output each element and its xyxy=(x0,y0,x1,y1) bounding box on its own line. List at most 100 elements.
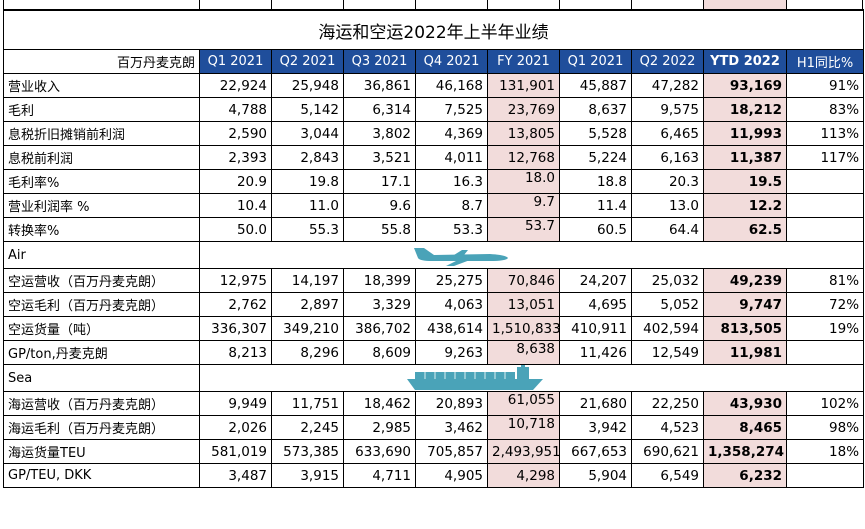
table-cell: 3,329 xyxy=(343,292,416,317)
row-label: GP/ton,丹麦克朗 xyxy=(3,340,200,365)
table-cell: 46,168 xyxy=(415,73,488,98)
table-row: 海运毛利（百万丹麦克朗） 2,026 2,245 2,985 3,462 10,718 3,… xyxy=(3,415,865,440)
table-cell: 81% xyxy=(785,268,865,293)
table-cell: 438,614 xyxy=(415,316,488,341)
title-row: 海运和空运2022年上半年业绩 xyxy=(2,9,865,50)
table-cell: 4,369 xyxy=(415,121,488,146)
table-row: GP/TEU, DKK 3,487 3,915 4,711 4,905 4,298 5,90… xyxy=(3,463,865,488)
table-cell: 19% xyxy=(785,316,865,341)
table-cell: 22,250 xyxy=(631,391,704,416)
table-cell: 25,948 xyxy=(271,73,344,98)
table-cell: 24,207 xyxy=(559,268,632,293)
row-label: GP/TEU, DKK xyxy=(3,463,200,488)
table-cell: 61,055 xyxy=(487,391,560,416)
table-cell: 3,487 xyxy=(199,463,272,488)
table-cell: 573,385 xyxy=(271,439,344,464)
column-header: H1同比% xyxy=(785,49,865,74)
table-cell: 6,549 xyxy=(631,463,704,488)
row-label: 海运货量TEU xyxy=(3,439,200,464)
sea-section-row: Sea xyxy=(3,364,865,392)
column-header: FY 2021 xyxy=(487,49,560,74)
grid-line xyxy=(343,0,344,9)
table-cell: 410,911 xyxy=(559,316,632,341)
table-cell: 21,680 xyxy=(559,391,632,416)
table-cell xyxy=(785,340,865,365)
table-cell xyxy=(785,217,865,242)
table-cell: 4,298 xyxy=(487,463,560,488)
table-cell: 813,505 xyxy=(703,316,787,341)
table-cell: 93,169 xyxy=(703,73,787,98)
table-cell: 6,314 xyxy=(343,97,416,122)
table-cell: 581,019 xyxy=(199,439,272,464)
column-header: Q3 2021 xyxy=(343,49,416,74)
cargo-ship-icon xyxy=(405,365,545,391)
table-cell: 20,893 xyxy=(415,391,488,416)
table-cell: 20.3 xyxy=(631,169,704,194)
table-cell: 53.3 xyxy=(415,217,488,242)
table-cell: 11.0 xyxy=(271,193,344,218)
table-cell: 19.8 xyxy=(271,169,344,194)
section-icon-cell xyxy=(198,364,865,392)
table-row: 营业收入 22,924 25,948 36,861 46,168 131,901 45,88… xyxy=(3,73,865,98)
table-cell: 633,690 xyxy=(343,439,416,464)
table-cell: 13,805 xyxy=(487,121,560,146)
table-cell: 25,275 xyxy=(415,268,488,293)
table-cell: 20.9 xyxy=(199,169,272,194)
table-cell: 113% xyxy=(785,121,865,146)
table-cell: 2,985 xyxy=(343,415,416,440)
table-cell: 349,210 xyxy=(271,316,344,341)
table-cell: 2,493,951 xyxy=(487,439,560,464)
table-cell: 9,949 xyxy=(199,391,272,416)
table-cell: 2,245 xyxy=(271,415,344,440)
table-cell: 62.5 xyxy=(703,217,787,242)
airplane-icon xyxy=(410,244,510,268)
table-cell: 5,528 xyxy=(559,121,632,146)
table-cell: 45,887 xyxy=(559,73,632,98)
table-cell: 5,142 xyxy=(271,97,344,122)
table-cell: 2,897 xyxy=(271,292,344,317)
table-cell: 4,905 xyxy=(415,463,488,488)
table-cell: 12.2 xyxy=(703,193,787,218)
row-label: 转换率% xyxy=(3,217,200,242)
row-label: 息税折旧摊销前利润 xyxy=(3,121,200,146)
row-label: 空运营收（百万丹麦克朗） xyxy=(3,268,200,293)
table-row: 空运货量（吨） 336,307 349,210 386,702 438,614 1,510… xyxy=(3,316,865,341)
grid-line xyxy=(559,0,560,9)
table-row: 毛利率% 20.9 19.8 17.1 16.3 18.0 18.8 20.3 19.5 xyxy=(3,169,865,194)
table-cell: 4,523 xyxy=(631,415,704,440)
table-cell: 5,904 xyxy=(559,463,632,488)
table-row: 营业利润率 % 10.4 11.0 9.6 8.7 9.7 11.4 13.0 12.2 xyxy=(3,193,865,218)
table-cell: 11,981 xyxy=(703,340,787,365)
table-cell: 336,307 xyxy=(199,316,272,341)
table-cell: 12,549 xyxy=(631,340,704,365)
header-row: 百万丹麦克朗 Q1 2021 Q2 2021 Q3 2021 Q4 2021 FY 20… xyxy=(3,49,865,74)
row-label: 空运毛利（百万丹麦克朗） xyxy=(3,292,200,317)
table-cell: 13.0 xyxy=(631,193,704,218)
grid-line xyxy=(3,0,4,9)
table-cell: 3,802 xyxy=(343,121,416,146)
table-cell: 3,942 xyxy=(559,415,632,440)
table-cell: 17.1 xyxy=(343,169,416,194)
air-section-row: Air xyxy=(3,241,865,269)
grid-line xyxy=(862,0,863,9)
row-label: 空运货量（吨） xyxy=(3,316,200,341)
column-header: Q4 2021 xyxy=(415,49,488,74)
table-cell: 9,263 xyxy=(415,340,488,365)
table-row: 息税前利润 2,393 2,843 3,521 4,011 12,768 5,224 6,16… xyxy=(3,145,865,170)
table-cell: 690,621 xyxy=(631,439,704,464)
table-cell: 3,915 xyxy=(271,463,344,488)
row-label: 息税前利润 xyxy=(3,145,200,170)
table-cell: 36,861 xyxy=(343,73,416,98)
table-cell: 8,609 xyxy=(343,340,416,365)
table-cell: 98% xyxy=(785,415,865,440)
grid-line xyxy=(199,0,200,9)
table-cell: 3,462 xyxy=(415,415,488,440)
row-label: 营业收入 xyxy=(3,73,200,98)
performance-table: 海运和空运2022年上半年业绩 百万丹麦克朗 Q1 2021 Q2 2021 Q3 … xyxy=(2,9,865,488)
table-cell: 705,857 xyxy=(415,439,488,464)
grid-line xyxy=(786,0,787,9)
table-cell: 8,465 xyxy=(703,415,787,440)
table-cell: 2,590 xyxy=(199,121,272,146)
table-cell: 8,638 xyxy=(487,340,560,365)
table-row: 毛利 4,788 5,142 6,314 7,525 23,769 8,637 9,575 18… xyxy=(3,97,865,122)
